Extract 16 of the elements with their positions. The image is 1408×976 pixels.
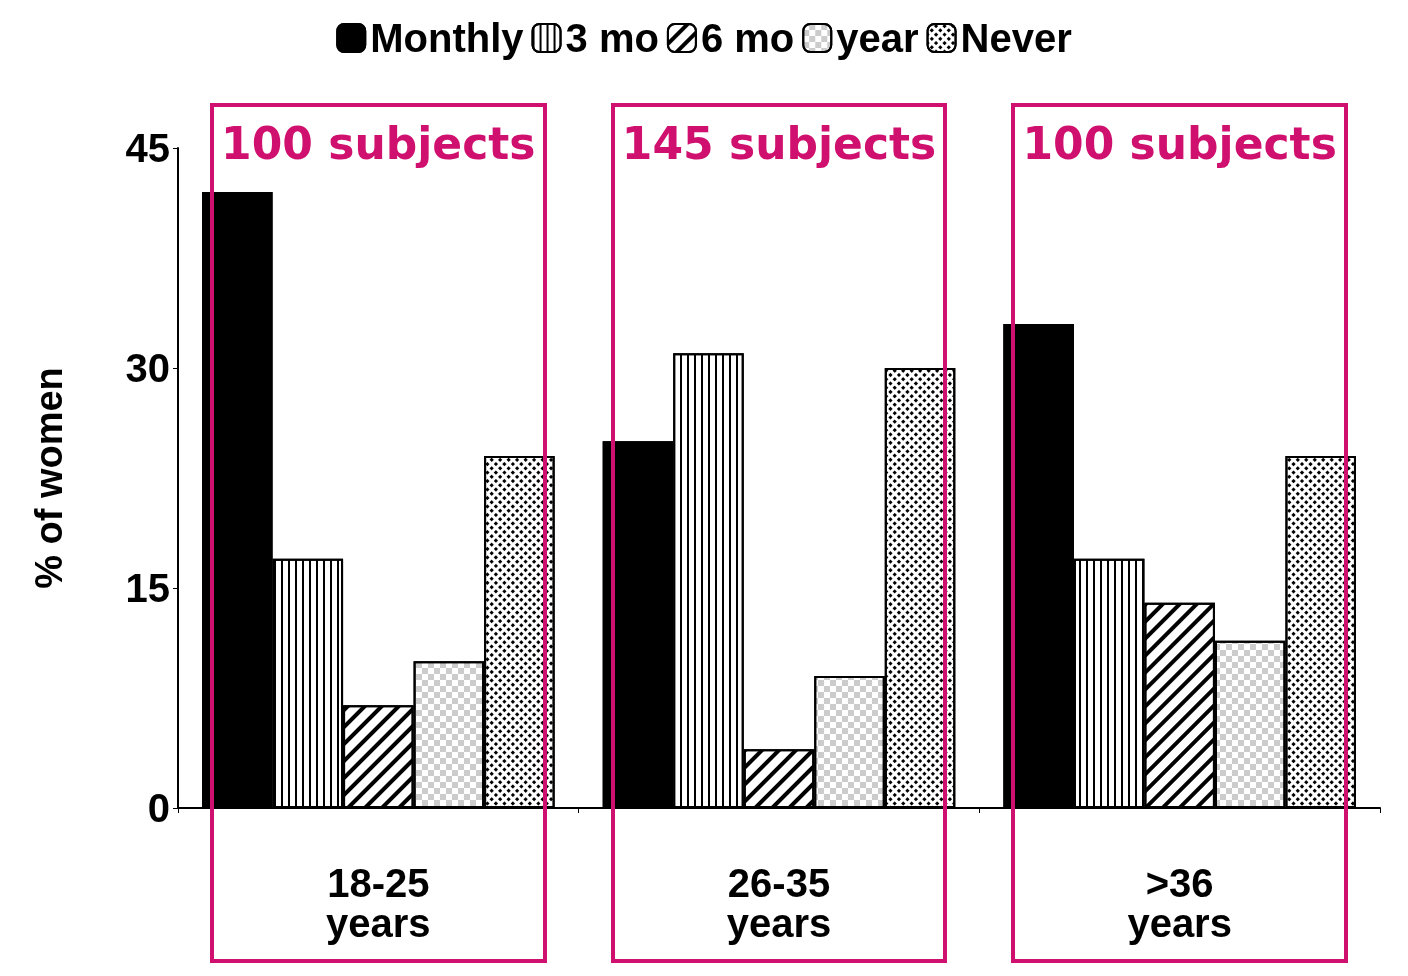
y-tick-label: 30 [125,346,170,390]
annotation: 145 subjects [620,118,938,169]
x-tick-label: 18-25 years [326,861,431,945]
legend-label: year [836,16,919,60]
annotation: 100 subjects [220,118,537,169]
legend-label: 3 mo [565,16,659,60]
x-tick-label: >36 years [1127,861,1232,945]
legend-label: Monthly [370,16,525,60]
x-tick-label: 26-35 years [726,861,832,945]
legend-label: Never [960,16,1072,60]
y-tick-label: 15 [125,566,170,610]
legend-label: 6 mo [700,16,795,60]
y-tick-label: 0 [147,786,170,830]
y-tick-label: 45 [125,126,170,170]
annotation: 100 subjects [1021,118,1338,169]
y-axis-title: % of women [28,367,70,589]
